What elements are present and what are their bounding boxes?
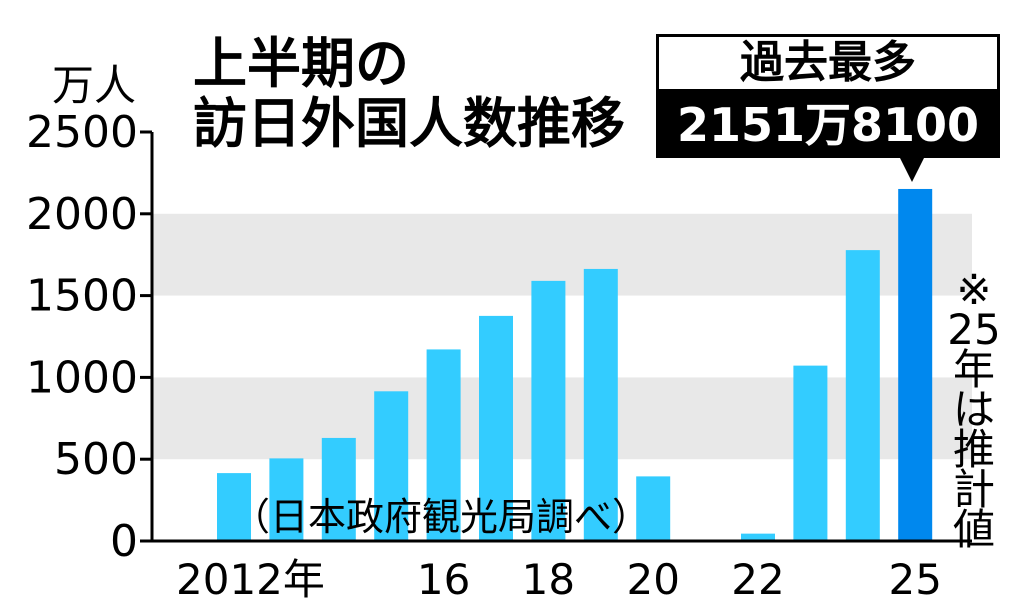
chart-title-line-2: 訪日外国人数推移 [193,92,625,155]
x-tick-label: 20 [626,555,679,604]
callout-arrow-icon [899,156,925,182]
bar-2023 [793,365,828,541]
y-tick-label: 1000 [26,352,138,403]
x-tick-label: 2012年 [176,555,325,604]
y-tick-label: 2500 [26,107,138,158]
y-tick-label: 0 [110,516,138,567]
x-tick-label: 16 [417,555,470,604]
unit-label: 万人 [52,61,137,110]
note-char: 25 [947,305,1001,354]
note-char: は [952,385,995,434]
callout-heading: 過去最多 [656,34,1000,92]
note-char: 年 [952,345,995,394]
bar-2019 [583,268,618,541]
note-char: 計 [952,465,995,514]
bar-2018 [531,280,566,541]
bar-2020 [636,476,671,541]
bar-2014 [321,437,356,541]
estimate-note: ※ 25 年 は 推 計 値 [946,265,1002,554]
bar-2025 [898,188,933,542]
source-label: （日本政府観光局調べ） [232,495,651,539]
note-char: 推 [952,425,995,474]
bar-2017 [479,315,513,541]
y-tick-label: 500 [54,434,138,485]
x-tick-label: 18 [522,555,575,604]
x-axis-ticks: 2012年 16 18 20 22 25 [176,555,942,604]
note-char: ※ [956,265,992,314]
y-axis-ticks: 0 500 1000 1500 2000 2500 [26,107,152,567]
chart-title: 上半期の 訪日外国人数推移 [193,34,625,154]
chart-title-line-1: 上半期の [193,32,409,95]
bar-2016 [426,349,461,541]
bar-2015 [374,391,409,541]
bar-2012 [217,473,251,541]
note-char: 値 [952,505,995,554]
x-tick-label: 22 [731,555,784,604]
bars [217,188,933,542]
record-callout: 過去最多 2151万8100人 [656,34,1000,218]
bar-2024 [845,250,880,541]
bar-2022 [741,533,775,541]
callout-value: 2151万8100人 [656,92,1000,218]
y-tick-label: 2000 [26,189,138,240]
y-tick-label: 1500 [26,271,138,322]
x-tick-label: 25 [888,555,941,604]
bar-2013 [269,458,304,541]
